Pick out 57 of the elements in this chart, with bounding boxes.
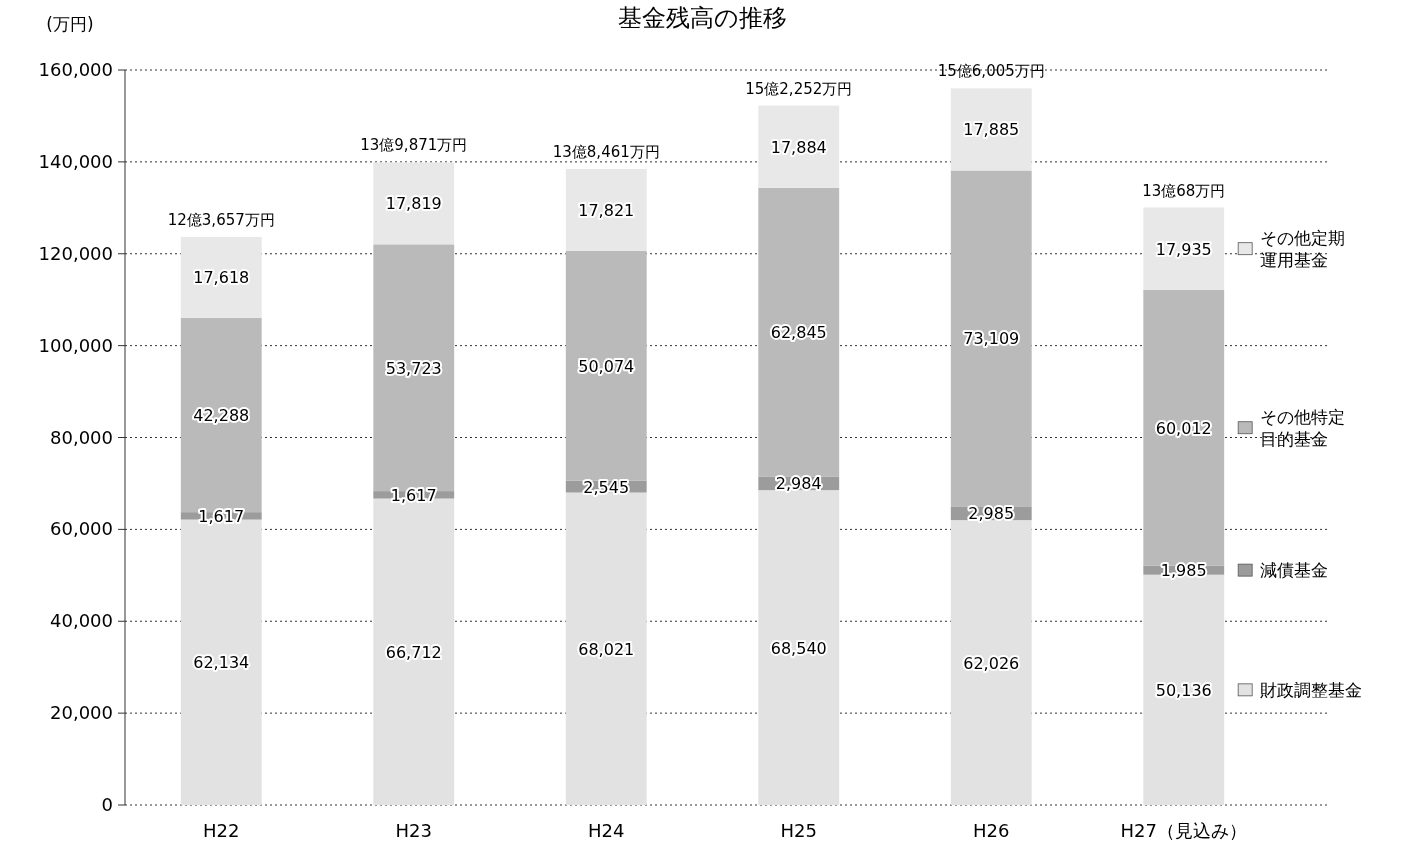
bar bbox=[565, 250, 647, 481]
data-label: 50,074 bbox=[578, 356, 635, 376]
y-tick-label: 0 bbox=[101, 794, 113, 815]
data-label: 68,021 bbox=[578, 639, 635, 659]
y-tick-label: 160,000 bbox=[38, 59, 113, 80]
data-label: 1,985 bbox=[1160, 561, 1207, 581]
y-tick-label: 120,000 bbox=[38, 242, 113, 264]
bar bbox=[950, 520, 1032, 805]
bar bbox=[1143, 289, 1225, 566]
data-label: 1,617 bbox=[198, 506, 245, 526]
x-tick-label: H23 bbox=[395, 820, 432, 841]
total-label: 13億9,871万円 bbox=[360, 136, 468, 155]
data-label: 50,136 bbox=[1155, 680, 1212, 700]
x-tick-label: H27（見込み） bbox=[1120, 820, 1247, 841]
data-label: 17,618 bbox=[193, 268, 250, 288]
bar bbox=[758, 490, 840, 805]
data-label: 2,984 bbox=[775, 474, 822, 494]
y-tick-label: 80,000 bbox=[50, 426, 113, 448]
y-tick-label: 140,000 bbox=[38, 150, 113, 172]
data-label: 17,885 bbox=[963, 120, 1020, 140]
x-tick-label: H24 bbox=[588, 820, 625, 841]
data-label: 68,540 bbox=[770, 638, 827, 658]
data-label: 62,845 bbox=[770, 323, 827, 343]
data-label: 2,545 bbox=[583, 477, 630, 497]
data-label: 53,723 bbox=[385, 358, 442, 378]
bar bbox=[758, 187, 840, 477]
data-label: 17,819 bbox=[385, 194, 442, 214]
total-label: 12億3,657万円 bbox=[167, 210, 275, 229]
chart-title: 基金残高の推移 bbox=[618, 4, 787, 32]
y-tick-label: 100,000 bbox=[38, 334, 113, 356]
data-label: 73,109 bbox=[963, 329, 1020, 349]
legend-label: 減債基金 bbox=[1260, 560, 1329, 581]
data-label: 66,712 bbox=[385, 642, 442, 662]
y-tick-label: 20,000 bbox=[50, 702, 113, 724]
total-label: 13億8,461万円 bbox=[552, 142, 660, 161]
legend-label: 財政調整基金 bbox=[1260, 679, 1363, 700]
data-label: 62,026 bbox=[963, 653, 1020, 673]
x-tick-label: H25 bbox=[780, 820, 817, 841]
total-label: 15億2,252万円 bbox=[745, 79, 853, 98]
data-label: 17,821 bbox=[578, 200, 635, 220]
data-label: 1,617 bbox=[390, 485, 437, 505]
data-label: 60,012 bbox=[1155, 418, 1212, 438]
legend-label: その他特定目的基金 bbox=[1260, 406, 1346, 449]
y-axis-title: (万円) bbox=[46, 14, 94, 34]
data-label: 17,884 bbox=[770, 137, 827, 157]
x-tick-label: H22 bbox=[203, 820, 240, 841]
data-label: 17,935 bbox=[1155, 239, 1212, 259]
bar bbox=[950, 170, 1032, 507]
data-label: 62,134 bbox=[193, 653, 250, 673]
y-tick-label: 40,000 bbox=[50, 610, 113, 632]
total-label: 13億68万円 bbox=[1142, 181, 1226, 200]
y-tick-label: 60,000 bbox=[50, 518, 113, 540]
data-label: 2,985 bbox=[968, 504, 1015, 524]
data-label: 42,288 bbox=[193, 406, 250, 426]
total-label: 15億6,005万円 bbox=[937, 62, 1045, 81]
x-tick-label: H26 bbox=[973, 820, 1010, 841]
legend-label: その他定期運用基金 bbox=[1260, 227, 1346, 270]
